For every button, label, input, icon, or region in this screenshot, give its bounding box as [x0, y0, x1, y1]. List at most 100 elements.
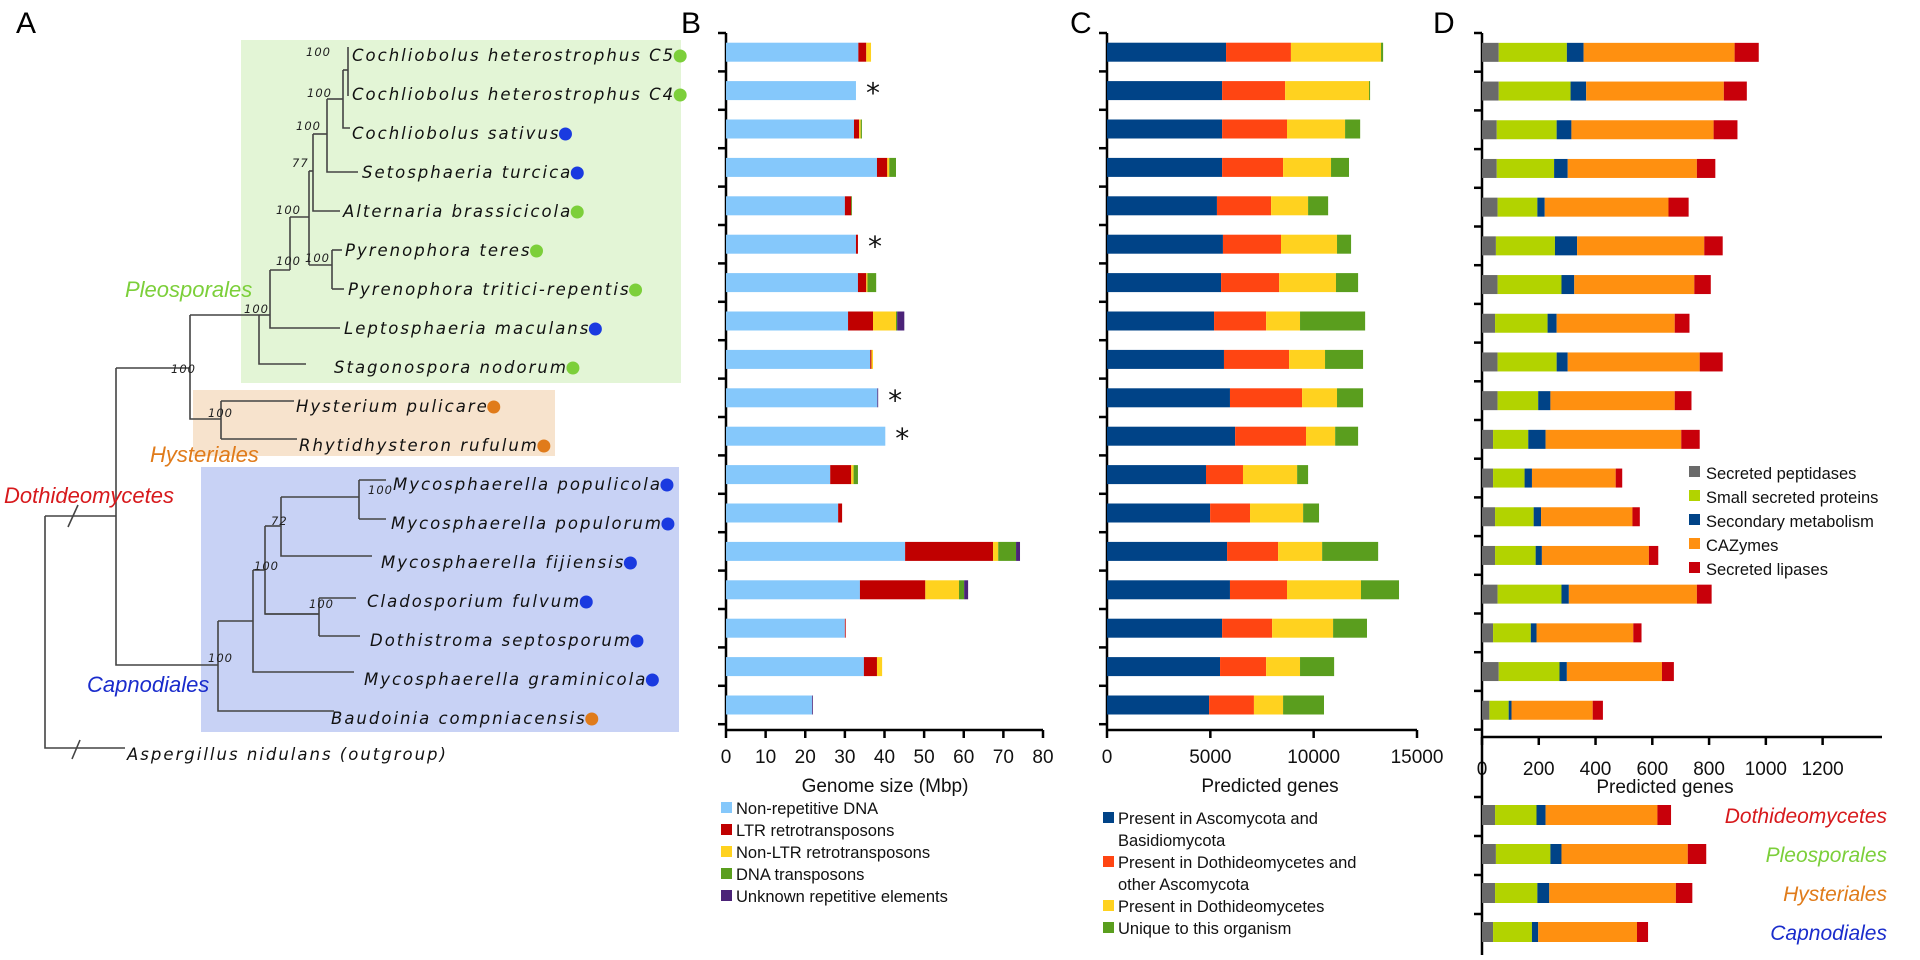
bar-segment-cazymes — [1550, 391, 1675, 411]
chart-predicted-genes-conservation: 0 5000 10000 15000 Predicted genes Present in… — [1099, 31, 1443, 938]
bar-segment-non-repetitive-dna — [726, 580, 860, 600]
bootstrap-value: 100 — [309, 597, 334, 611]
legend-swatch — [1689, 514, 1700, 525]
bar-segment-secondary-metabolism — [1537, 197, 1545, 217]
bar-segment-small-secreted-proteins — [1495, 545, 1536, 565]
bootstrap-values: 100 100 100 77 100 100 100 100 100 100 100 72 100 100… — [171, 45, 392, 665]
lifestyle-dot-blue — [623, 556, 637, 570]
bar-segment-secreted-peptidases — [1482, 42, 1499, 62]
bar-segment-cazymes — [1566, 662, 1662, 682]
species-label: Mycosphaerella fijiensis — [381, 553, 625, 572]
group-label-hysteriales: Hysteriales — [1783, 883, 1887, 906]
bar-segment-secreted-lipases — [1615, 468, 1623, 488]
chart-predicted-genes-categories: 020040060080010001200Predicted genesDoth… — [1474, 31, 1888, 955]
legend-label: Small secreted proteins — [1706, 489, 1878, 507]
bar-segment-small-secreted-proteins — [1495, 236, 1555, 256]
bar-segment-ltr-retrotransposons — [848, 311, 874, 331]
bar-segment-present-in-ascomycota-and-basidiomycota — [1107, 42, 1227, 62]
bar-segment-small-secreted-proteins — [1497, 391, 1539, 411]
bar-segment-secreted-peptidases — [1482, 391, 1498, 411]
bar-segment-secreted-peptidases — [1482, 662, 1499, 682]
bar-segment-present-in-dothideomycetes — [1266, 657, 1301, 677]
bootstrap-value: 100 — [208, 406, 233, 420]
bar-segment-present-in-dothideomycetes — [1287, 119, 1346, 139]
bar-segment-non-repetitive-dna — [726, 465, 831, 485]
bootstrap-value: 100 — [276, 254, 301, 268]
bar-segment-secondary-metabolism — [1554, 236, 1578, 256]
bar-segment-non-repetitive-dna — [726, 657, 864, 677]
branch — [217, 621, 334, 712]
bar-segment-unique-to-this-organism — [1322, 541, 1379, 561]
clade-label-capnodiales: Capnodiales — [87, 672, 209, 697]
bar-segment-secreted-peptidases — [1482, 275, 1498, 295]
bar-segment-non-repetitive-dna — [726, 81, 856, 101]
lifestyle-dot-green — [629, 283, 643, 297]
bar-segment-non-repetitive-dna — [726, 695, 812, 715]
bar-segment-unique-to-this-organism — [1369, 81, 1371, 101]
group-bar-segment — [1482, 805, 1496, 825]
bar-segment-present-in-dothideomycetes — [1253, 695, 1284, 715]
bar-segment-non-repetitive-dna — [726, 119, 854, 139]
bar-segment-present-in-dothideomycetes-and-other-ascomycota — [1222, 119, 1288, 139]
outgroup-label: Aspergillus nidulans (outgroup) — [126, 745, 448, 764]
bar-segment-cazymes — [1586, 81, 1724, 101]
bar-segment-secreted-peptidases — [1482, 623, 1494, 643]
group-bar-segment — [1495, 805, 1537, 825]
bar-segment-secreted-peptidases — [1482, 197, 1498, 217]
bar-segment-present-in-dothideomycetes-and-other-ascomycota — [1222, 234, 1282, 254]
species-label: Cladosporium fulvum — [367, 592, 581, 611]
bar-segment-small-secreted-proteins — [1497, 352, 1557, 372]
species-label: Hysterium pulicare — [296, 397, 489, 416]
species-label: Pyrenophora tritici-repentis — [348, 280, 631, 299]
x-tick-label: 80 — [1032, 747, 1053, 768]
lifestyle-dot-green — [570, 205, 584, 219]
bar-segment-present-in-dothideomycetes — [1266, 311, 1301, 331]
bar-segment-secreted-lipases — [1734, 42, 1759, 62]
bar-segment-non-repetitive-dna — [726, 618, 845, 638]
bar-segment-present-in-ascomycota-and-basidiomycota — [1107, 580, 1230, 600]
bar-segment-present-in-ascomycota-and-basidiomycota — [1107, 541, 1228, 561]
x-tick-label: 40 — [874, 747, 895, 768]
bar-segment-present-in-dothideomycetes-and-other-ascomycota — [1229, 388, 1303, 408]
legend-swatch — [1103, 812, 1114, 823]
lifestyle-dot-orange — [585, 712, 599, 726]
bar-segment-non-repetitive-dna — [726, 234, 856, 254]
legend-swatch — [1689, 466, 1700, 477]
bar-segment-unique-to-this-organism — [1345, 119, 1361, 139]
bar-segment-present-in-ascomycota-and-basidiomycota — [1107, 657, 1221, 677]
bar-segment-cazymes — [1556, 313, 1675, 333]
bootstrap-value: 100 — [307, 86, 332, 100]
bar-segment-secondary-metabolism — [1556, 352, 1568, 372]
legend-swatch — [721, 868, 732, 879]
bar-segment-present-in-ascomycota-and-basidiomycota — [1107, 465, 1206, 485]
bar-segment-present-in-dothideomycetes-and-other-ascomycota — [1221, 273, 1280, 293]
legend-swatch — [1689, 490, 1700, 501]
bar-segment-secreted-lipases — [1668, 197, 1689, 217]
bar-segment-present-in-dothideomycetes-and-other-ascomycota — [1205, 465, 1243, 485]
x-tick-label: 0 — [721, 747, 732, 768]
bar-segment-ltr-retrotransposons — [857, 273, 867, 293]
bar-segment-secondary-metabolism — [1561, 275, 1575, 295]
bar-segment-ltr-retrotransposons — [838, 503, 843, 523]
bar-segment-secondary-metabolism — [1538, 391, 1551, 411]
bar-segment-present-in-dothideomycetes — [1289, 349, 1326, 369]
bar-segment-present-in-dothideomycetes — [1281, 234, 1338, 254]
bar-segment-secondary-metabolism — [1554, 158, 1568, 178]
bar-segment-dna-transposons — [851, 196, 853, 216]
bar-segment-small-secreted-proteins — [1496, 158, 1555, 178]
branch — [326, 99, 358, 173]
bar-segment-secreted-lipases — [1661, 662, 1674, 682]
bar-segment-cazymes — [1511, 700, 1593, 720]
bar-segment-ltr-retrotransposons — [858, 42, 867, 62]
bar-segment-present-in-ascomycota-and-basidiomycota — [1107, 273, 1222, 293]
bar-segment-small-secreted-proteins — [1497, 197, 1538, 217]
bar-segment-non-repetitive-dna — [726, 541, 906, 561]
bar-segment-secreted-peptidases — [1482, 429, 1494, 449]
bar-segment-small-secreted-proteins — [1498, 662, 1560, 682]
lifestyle-dot-orange — [487, 400, 501, 414]
bar-segment-unique-to-this-organism — [1335, 426, 1359, 446]
species-labels: Cochliobolus heterostrophus C5 Cochliobol… — [296, 46, 687, 728]
bar-segment-present-in-ascomycota-and-basidiomycota — [1107, 618, 1223, 638]
legend-swatch — [721, 802, 732, 813]
bar-segment-ltr-retrotransposons — [844, 196, 852, 216]
